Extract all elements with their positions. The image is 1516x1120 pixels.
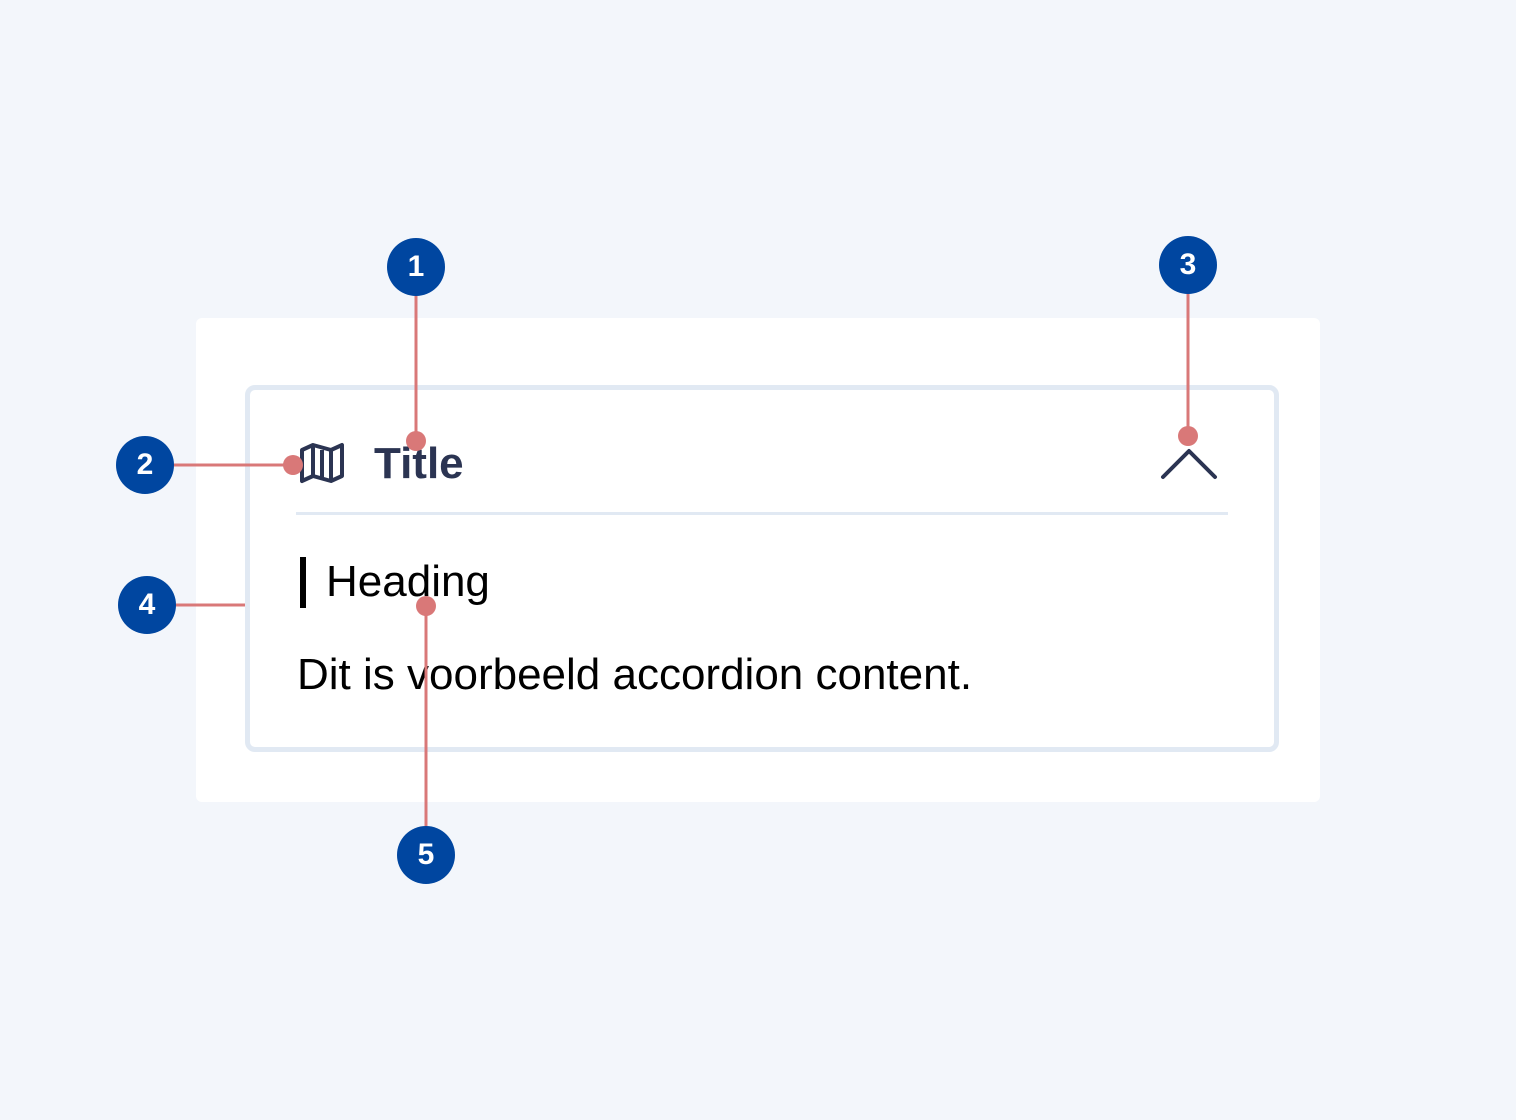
map-icon[interactable] <box>298 441 346 485</box>
content-heading: Heading <box>326 557 490 606</box>
chevron-up-icon[interactable] <box>1158 444 1220 482</box>
annotation-badge-2: 2 <box>116 436 174 494</box>
accordion-content-text: Dit is voorbeeld accordion content. <box>297 650 973 699</box>
annotation-badge-1: 1 <box>387 238 445 296</box>
accordion-title[interactable]: Title <box>374 439 464 488</box>
annotation-badge-5: 5 <box>397 826 455 884</box>
annotation-badge-3: 3 <box>1159 236 1217 294</box>
annotation-badge-4: 4 <box>118 576 176 634</box>
heading-accent-bar <box>300 557 306 608</box>
header-divider <box>296 512 1228 515</box>
